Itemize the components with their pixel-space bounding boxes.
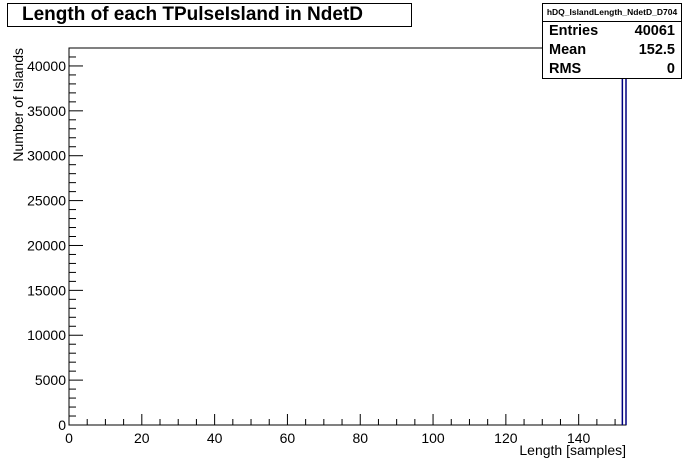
x-tick-label: 120 — [494, 430, 518, 446]
x-axis: 0 20 40 60 80 100 120 140 — [65, 414, 616, 446]
y-tick-label: 5000 — [35, 372, 66, 388]
stat-row-rms: RMS 0 — [543, 60, 681, 79]
y-tick-label: 30000 — [27, 148, 66, 164]
x-tick-label: 80 — [352, 430, 368, 446]
histogram-bins — [621, 64, 627, 425]
stat-value: 40061 — [634, 23, 675, 39]
x-tick-label: 0 — [65, 430, 73, 446]
chart-title: Length of each TPulseIsland in NdetD — [7, 3, 412, 27]
histogram-name: hDQ_IslandLength_NdetD_D704 — [543, 4, 681, 22]
x-axis-label: Length [samples] — [519, 442, 626, 458]
y-tick-label: 15000 — [27, 282, 66, 298]
y-tick-label: 0 — [58, 417, 66, 433]
x-tick-label: 100 — [421, 430, 445, 446]
stat-value: 152.5 — [638, 42, 675, 58]
stat-value: 0 — [666, 61, 675, 77]
plot-frame — [68, 47, 627, 426]
y-axis: 0 5000 10000 15000 20000 25000 30000 35000 40000 — [27, 47, 83, 433]
y-tick-label: 35000 — [27, 103, 66, 119]
stat-row-entries: Entries 40061 — [543, 22, 681, 41]
x-tick-label: 60 — [280, 430, 296, 446]
y-tick-label: 20000 — [27, 237, 66, 253]
stat-label: RMS — [549, 61, 582, 77]
stat-row-mean: Mean 152.5 — [543, 41, 681, 60]
histogram-bin — [621, 64, 627, 425]
y-tick-label: 10000 — [27, 327, 66, 343]
stats-box: hDQ_IslandLength_NdetD_D704 Entries 4006… — [542, 3, 682, 79]
x-tick-label: 140 — [567, 430, 591, 446]
x-tick-label: 40 — [207, 430, 223, 446]
stat-label: Entries — [549, 23, 599, 39]
stat-label: Mean — [549, 42, 587, 58]
x-tick-label: 20 — [134, 430, 150, 446]
y-tick-label: 25000 — [27, 193, 66, 209]
y-axis-label: Number of Islands — [10, 48, 26, 162]
y-tick-label: 40000 — [27, 58, 66, 74]
